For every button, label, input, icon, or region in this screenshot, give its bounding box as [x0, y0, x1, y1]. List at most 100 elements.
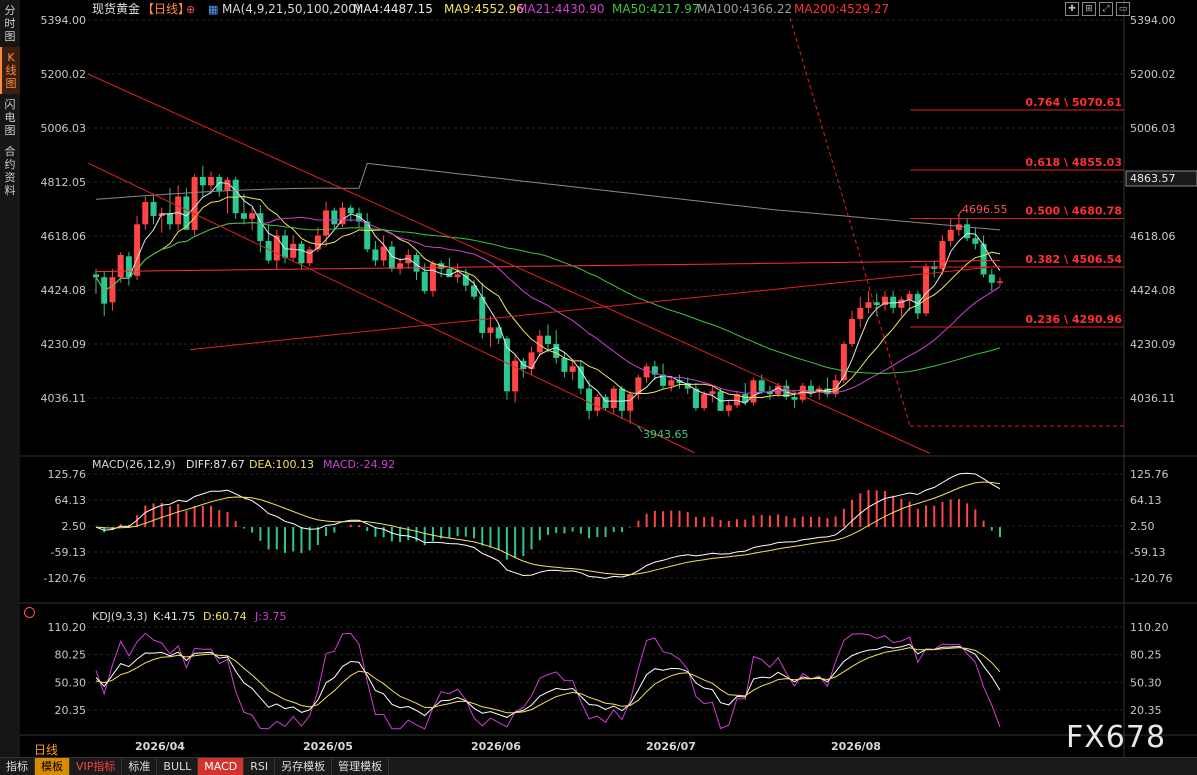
ma-value-5: MA200:4529.27 [794, 2, 889, 16]
macd-axis-label: 64.13 [1130, 494, 1162, 507]
ma100-line [95, 162, 1001, 231]
bottom-tab-0[interactable]: 指标 [0, 758, 35, 775]
candle-body [865, 302, 872, 308]
candle-body [93, 274, 99, 278]
candle-body [964, 224, 971, 239]
kdj-settings-icon[interactable] [24, 607, 35, 618]
candle-body [824, 388, 831, 395]
instrument-name: 现货黄金 [92, 1, 140, 16]
candle-body [446, 268, 453, 278]
kdj-title: KDJ(9,3,3) [92, 610, 148, 623]
ma-value-0: MA4:4487.15 [353, 2, 433, 16]
candle-body [857, 307, 864, 319]
candle-body [906, 293, 913, 300]
candle-body [438, 263, 445, 269]
price-axis-label: 4230.09 [1130, 338, 1176, 351]
high-annotation: 4696.55 [962, 203, 1008, 216]
candle-body [462, 274, 469, 286]
candle-body [618, 388, 625, 411]
chart-area[interactable]: 5394.00 5394.00 5200.02 5200.02 5006.03 5006.… [20, 0, 1197, 757]
price-axis-label: 5394.00 [1130, 14, 1176, 27]
bottom-tab-5[interactable]: MACD [198, 758, 245, 775]
candle-body [577, 366, 584, 389]
trend-lines [87, 17, 1124, 454]
chart-background [20, 0, 1197, 757]
zoom-icon[interactable]: ⊞ [1082, 2, 1096, 16]
candle-body [265, 241, 272, 261]
candle-body [273, 235, 280, 261]
candle-body [306, 249, 313, 264]
price-axis-label: 4036.11 [1130, 392, 1176, 405]
ma-params: MA(4,9,21,50,100,200) [222, 2, 361, 16]
price-axis-label-left: 5006.03 [41, 122, 87, 135]
kdj-d-line [95, 647, 1001, 714]
candle-body [240, 213, 247, 219]
candle-body [602, 396, 609, 409]
bottom-tab-4[interactable]: BULL [157, 758, 199, 775]
settings-icon: ⊕ [186, 3, 195, 16]
channel-upper-line [87, 73, 931, 454]
period-label[interactable]: 日线 [34, 743, 59, 757]
macd-axis-label-left: -59.13 [51, 546, 86, 559]
candle-body [569, 366, 576, 372]
kdj-axis-label: 110.20 [1130, 621, 1169, 634]
low-marker [637, 425, 643, 433]
date-label: 2026/05 [303, 740, 353, 753]
date-label: 2026/07 [646, 740, 696, 753]
candle-body [421, 271, 428, 292]
candle-body [972, 238, 979, 244]
bottom-tab-1[interactable]: 模板 [35, 758, 70, 775]
candle-body [331, 210, 338, 225]
candle-body [701, 394, 708, 409]
candle-body [495, 327, 502, 339]
candle-body [249, 213, 256, 219]
candle-body [388, 246, 395, 269]
bottom-tab-6[interactable]: RSI [244, 758, 276, 775]
candle-body [627, 394, 634, 411]
macd-axis-label: -120.76 [1130, 572, 1172, 585]
bottom-tab-2[interactable]: VIP指标 [70, 758, 123, 775]
current-price-label: 4863.57 [1130, 172, 1176, 185]
macd-diff-line [95, 472, 1001, 579]
macd-axis-label-left: 2.50 [62, 520, 87, 533]
macd-dea-line [95, 481, 1001, 576]
crosshair-icon[interactable]: ✚ [1065, 2, 1079, 16]
side-tab-0[interactable]: 分时图 [4, 4, 16, 43]
ma200-line [95, 260, 1001, 273]
candle-body [561, 357, 568, 372]
candle-body [479, 296, 486, 333]
candle-body [413, 254, 420, 272]
candle-body [725, 405, 732, 411]
candle-body [364, 221, 371, 250]
ma-value-3: MA50:4217.97 [612, 2, 700, 16]
candle-body [175, 196, 182, 225]
kdj-axis-label-left: 110.20 [48, 621, 87, 634]
side-tab-3[interactable]: 合约资料 [4, 145, 16, 197]
candle-body [224, 179, 231, 191]
bottom-tab-3[interactable]: 标准 [122, 758, 158, 775]
fullscreen-icon[interactable]: ⤢ [1099, 2, 1113, 16]
price-axis-label-left: 4036.11 [41, 392, 87, 405]
candle-body [216, 177, 223, 191]
bottom-tab-7[interactable]: 另存模板 [275, 758, 333, 775]
window-icon[interactable]: ▭ [1116, 2, 1130, 16]
macd-axis-label-left: 64.13 [55, 494, 87, 507]
price-axis-label-left: 4424.08 [41, 284, 87, 297]
candle-body [742, 394, 749, 403]
candle-body [199, 177, 206, 186]
candle-body [282, 235, 289, 258]
ma9-line [95, 195, 1001, 399]
bottom-tab-8[interactable]: 管理模板 [332, 758, 390, 775]
rising-line [189, 265, 1001, 351]
candle-body [684, 382, 691, 389]
macd-axis-label: -59.13 [1130, 546, 1165, 559]
kdj-axis-label-left: 20.35 [55, 704, 87, 717]
candle-body [355, 213, 362, 222]
candle-body [323, 210, 330, 236]
side-tab-2[interactable]: 闪电图 [4, 98, 16, 137]
candle-body [125, 256, 132, 278]
price-axis-label: 4424.08 [1130, 284, 1176, 297]
candle-body [758, 380, 765, 392]
